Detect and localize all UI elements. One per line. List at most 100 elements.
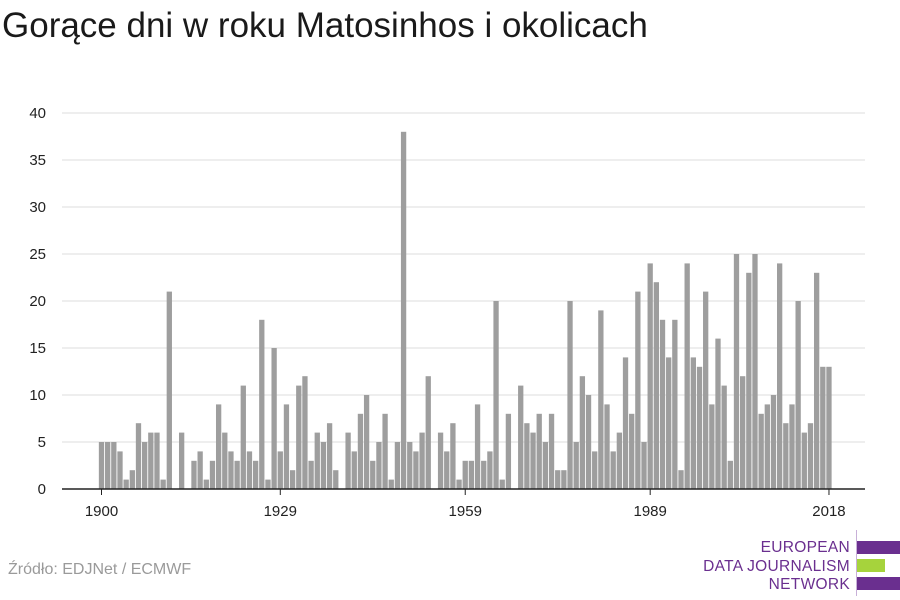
bar: [653, 282, 659, 489]
bar: [363, 395, 370, 489]
x-tick-label: 1959: [449, 503, 482, 520]
y-tick-label: 40: [29, 105, 46, 122]
bar: [105, 442, 111, 489]
bar: [505, 413, 512, 489]
grid-lines: [62, 112, 865, 443]
bar: [690, 357, 696, 489]
bar: [604, 404, 610, 489]
bar: [191, 460, 197, 489]
logo-line-network: NETWORK: [768, 576, 850, 593]
bar: [222, 432, 228, 489]
bar: [376, 442, 382, 489]
bar: [715, 338, 721, 489]
bar: [437, 432, 444, 489]
bar: [345, 432, 351, 489]
bar: [641, 442, 647, 489]
bar: [474, 404, 481, 489]
bar: [320, 442, 327, 489]
logo-line-european: EUROPEAN: [760, 539, 850, 556]
bar: [314, 432, 320, 489]
bar: [678, 470, 684, 489]
bar: [228, 451, 234, 489]
bar: [820, 366, 826, 489]
source-note: Źródło: EDJNet / ECMWF: [8, 561, 192, 578]
bar: [530, 432, 536, 489]
bar: [783, 423, 789, 489]
bar: [111, 442, 117, 489]
bar: [215, 404, 222, 489]
bar: [123, 479, 129, 489]
bar: [271, 348, 277, 489]
bar: [407, 442, 413, 489]
bar: [148, 432, 154, 489]
x-tick-label: 1900: [85, 503, 118, 520]
bar: [203, 479, 209, 489]
bar: [813, 272, 820, 489]
logo-green-bar: [857, 559, 885, 572]
bar: [672, 319, 678, 489]
bars: [98, 131, 832, 490]
bar: [567, 301, 573, 489]
x-tick-label: 2018: [812, 503, 845, 520]
bar: [283, 404, 290, 489]
bar: [142, 442, 148, 489]
y-tick-label: 20: [29, 293, 46, 310]
bar: [277, 451, 283, 489]
bar: [647, 263, 653, 489]
y-tick-label: 10: [29, 387, 46, 404]
bar: [333, 470, 339, 489]
bar: [542, 442, 549, 489]
logo-line-data-journalism: DATA JOURNALISM: [703, 558, 850, 575]
bar: [487, 451, 493, 489]
bar: [524, 423, 530, 489]
y-axis-ticks: 0 5 10 15 20 25 30 35 40: [29, 105, 46, 498]
bar: [684, 263, 690, 489]
bar: [98, 442, 105, 489]
logo-divider: [856, 530, 857, 596]
bar: [388, 479, 394, 489]
bar: [666, 357, 672, 489]
bar: [826, 366, 832, 489]
bar: [696, 366, 703, 489]
bar: [154, 432, 160, 489]
bar: [629, 413, 635, 489]
bar: [259, 319, 265, 489]
y-tick-label: 15: [29, 340, 46, 357]
bar: [135, 423, 142, 489]
bar: [394, 442, 401, 489]
bar: [752, 254, 758, 489]
bar: [481, 460, 487, 489]
bar: [585, 395, 592, 489]
bar: [444, 451, 450, 489]
bar: [709, 404, 715, 489]
bar: [659, 319, 666, 489]
bar: [413, 451, 419, 489]
bar: [622, 357, 629, 489]
bar: [197, 451, 203, 489]
x-tick-label: 1989: [633, 503, 666, 520]
bar: [740, 376, 746, 489]
bar: [252, 460, 259, 489]
bar: [265, 479, 271, 489]
bar: [246, 451, 253, 489]
bar: [746, 272, 752, 489]
bar: [468, 460, 475, 489]
bar: [555, 470, 561, 489]
bar: [777, 263, 783, 489]
y-tick-label: 25: [29, 246, 46, 263]
bar: [302, 376, 308, 489]
bar: [801, 432, 807, 489]
bar: [289, 470, 296, 489]
bar: [308, 460, 314, 489]
bar: [117, 451, 123, 489]
y-tick-label: 0: [38, 481, 46, 498]
bar: [789, 404, 795, 489]
bar: [610, 451, 616, 489]
bar: [561, 470, 567, 489]
bar: [579, 376, 586, 489]
bar: [419, 432, 425, 489]
edjnet-logo[interactable]: EUROPEAN DATA JOURNALISM NETWORK: [700, 530, 900, 600]
bar: [160, 479, 166, 489]
bar: [382, 413, 388, 489]
